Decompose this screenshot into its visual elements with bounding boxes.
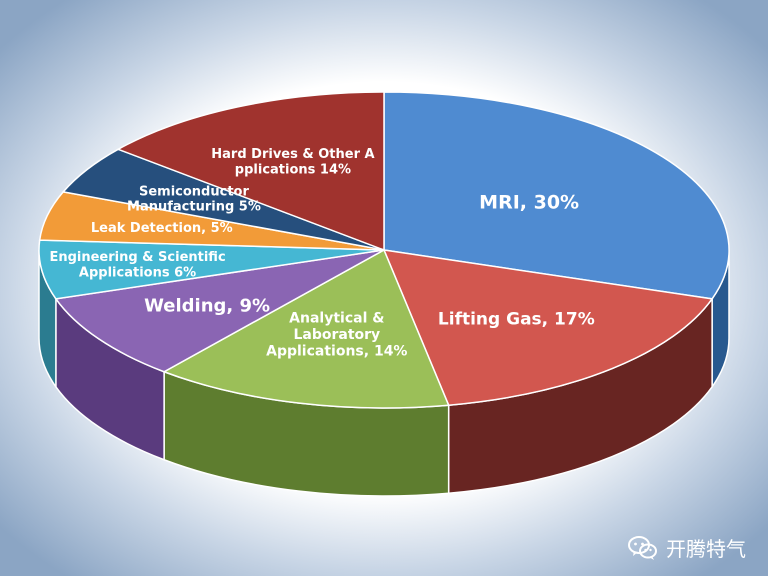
pie-sides <box>38 249 730 497</box>
pie-slice-7 <box>116 91 385 252</box>
pie-slice-0 <box>383 91 730 300</box>
pie-slice-4 <box>38 239 385 300</box>
slice-label-6: Semiconductor Manufacturing 5% <box>127 184 261 214</box>
slice-label-4: Engineering & Scientific Applications 6% <box>49 250 225 280</box>
slice-labels: MRI, 30% Lifting Gas, 17% Analytical & Labo… <box>49 147 594 359</box>
watermark: 开腾特气 <box>628 533 746 562</box>
slice-label-1: Lifting Gas, 17% <box>438 310 595 330</box>
watermark-text: 开腾特气 <box>666 537 746 561</box>
slice-label-0: MRI, 30% <box>479 191 579 213</box>
pie-slice-2 <box>162 248 450 409</box>
wechat-icon <box>628 535 657 560</box>
pie-slice-1 <box>382 249 714 406</box>
slice-label-5: Leak Detection, 5% <box>91 221 233 236</box>
pie-slice-3 <box>54 249 385 373</box>
slice-label-3: Welding, 9% <box>144 295 270 316</box>
slice-label-2: Analytical & Laboratory Applications, 14% <box>266 311 407 360</box>
pie-top <box>38 91 730 409</box>
